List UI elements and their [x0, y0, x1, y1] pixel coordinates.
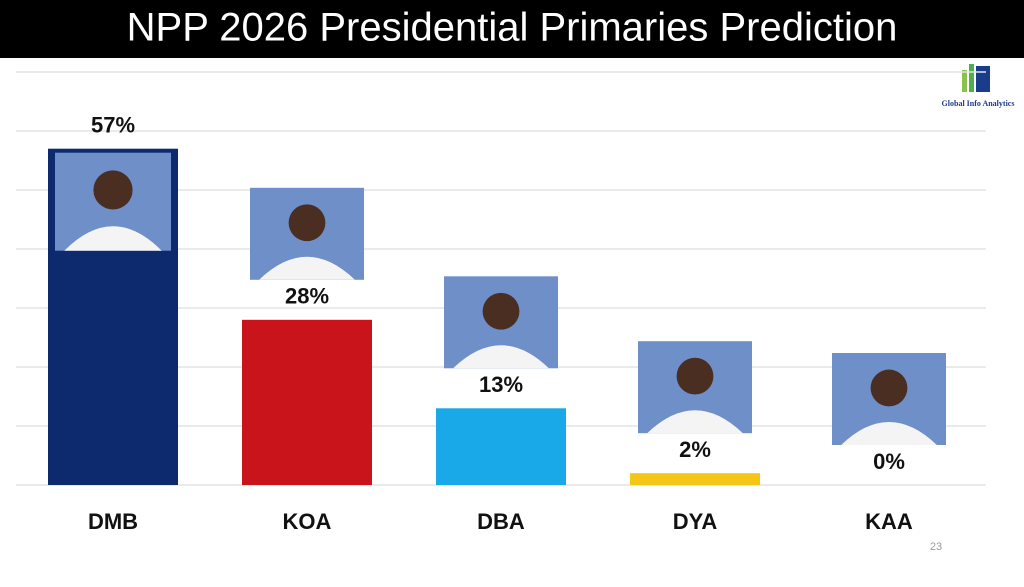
- value-label: 28%: [285, 284, 329, 309]
- value-label: 0%: [873, 449, 905, 474]
- value-label: 13%: [479, 372, 523, 397]
- chart-title: NPP 2026 Presidential Primaries Predicti…: [127, 6, 898, 50]
- bar: [630, 473, 760, 485]
- source: Global Info Analytics: [942, 99, 1015, 108]
- photo-head: [870, 369, 908, 407]
- slide-number: 23: [930, 541, 942, 553]
- logo-bar: [976, 66, 990, 92]
- x-tick-label: DYA: [673, 509, 718, 534]
- photo-body: [64, 226, 162, 251]
- x-tick-label: KAA: [865, 509, 913, 534]
- value-label: 57%: [91, 113, 135, 138]
- x-tick-label: DMB: [88, 509, 138, 534]
- bar: [242, 319, 372, 485]
- photo-head: [676, 357, 714, 395]
- value-label: 2%: [679, 437, 711, 462]
- photo-head: [288, 204, 326, 242]
- x-tick-label: DBA: [477, 509, 525, 534]
- logo-bar: [969, 64, 974, 92]
- photo-head: [482, 292, 520, 330]
- photo-body: [259, 256, 355, 280]
- x-tick-label: KOA: [283, 509, 332, 534]
- bar: [436, 408, 566, 485]
- photo-head: [93, 170, 133, 210]
- title-banner: [0, 0, 1024, 58]
- photo-body: [453, 345, 549, 369]
- logo-bar: [962, 70, 967, 92]
- photo-body: [647, 410, 743, 434]
- photo-body: [841, 422, 937, 445]
